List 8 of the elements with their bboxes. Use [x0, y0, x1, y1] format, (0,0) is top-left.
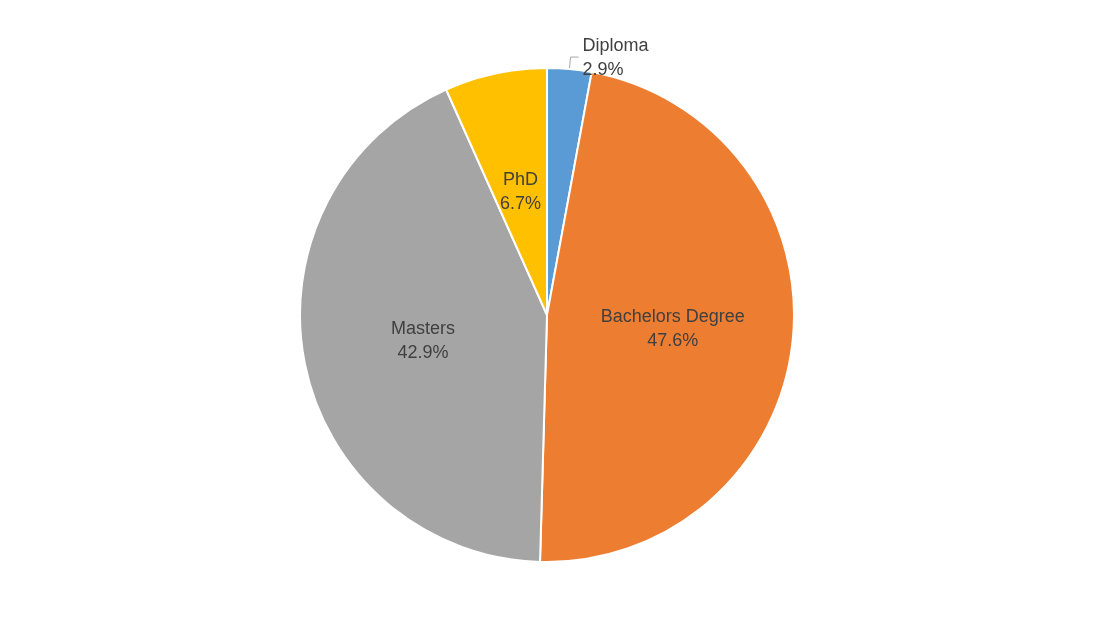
data-label: 42.9% — [397, 341, 449, 362]
slice-label: Bachelors Degree — [600, 306, 745, 327]
slice-label: PhD — [503, 169, 539, 190]
slice-label: Masters — [390, 317, 455, 338]
data-label: 6.7% — [500, 193, 542, 214]
data-label: 47.6% — [647, 330, 699, 351]
slice-label: Diploma — [582, 35, 650, 56]
data-label: 2.9% — [582, 59, 624, 80]
